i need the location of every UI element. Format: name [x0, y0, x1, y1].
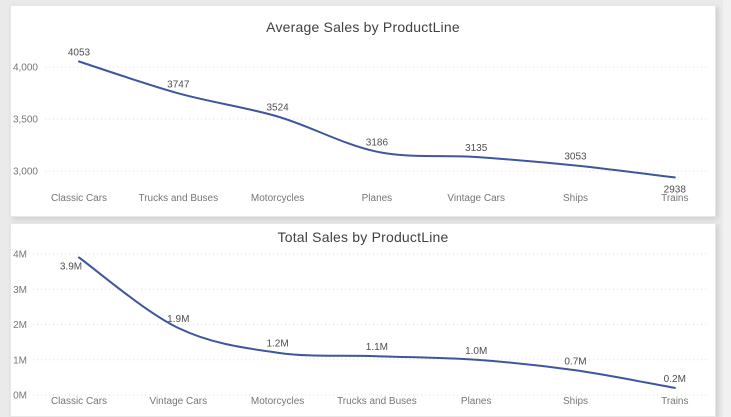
x-axis-category-label: Motorcycles: [251, 193, 304, 204]
data-label: 3747: [167, 79, 190, 90]
x-axis-category-label: Trains: [661, 396, 688, 407]
data-label: 0.2M: [664, 374, 686, 385]
data-label: 4053: [68, 47, 91, 58]
y-axis-tick-label: 4M: [13, 250, 27, 261]
x-axis-category-label: Trains: [661, 193, 688, 204]
right-gutter: [723, 0, 731, 417]
x-axis-category-label: Vintage Cars: [447, 193, 505, 204]
data-label: 1.9M: [167, 314, 189, 325]
y-axis-tick-label: 4,000: [13, 63, 38, 74]
sales-series-line[interactable]: [78, 60, 676, 179]
y-axis-tick-label: 2M: [13, 320, 27, 331]
x-axis-category-label: Planes: [362, 193, 393, 204]
x-axis-category-label: Classic Cars: [51, 193, 107, 204]
data-label: 3524: [266, 103, 289, 114]
chart-title-total-sales: Total Sales by ProductLine: [277, 229, 449, 245]
data-label: 3053: [564, 151, 587, 162]
data-label: 1.1M: [366, 342, 388, 353]
y-axis-tick-label: 3M: [13, 285, 27, 296]
y-axis-tick-label: 1M: [13, 355, 27, 366]
total-sales-line-chart: 0M 1M 2M 3M 4M Classic Cars Vintage Cars Motorc…: [13, 250, 707, 407]
data-label: 3.9M: [60, 262, 82, 273]
x-axis-category-label: Planes: [461, 396, 492, 407]
x-axis-category-label: Ships: [563, 193, 588, 204]
data-label: 3186: [366, 138, 389, 149]
data-label: 1.2M: [266, 339, 288, 350]
x-axis-category-label: Classic Cars: [51, 396, 107, 407]
total-sales-visual-card[interactable]: Total Sales by ProductLine 0M 1M 2M 3M 4M Cla…: [10, 223, 716, 417]
x-axis-category-label: Trucks and Buses: [337, 396, 417, 407]
x-axis-category-label: Ships: [563, 396, 588, 407]
data-label: 1.0M: [465, 346, 487, 357]
average-sales-visual-card[interactable]: Average Sales by ProductLine 3,000 3,500 4…: [10, 5, 716, 217]
y-axis-tick-label: 0M: [13, 391, 27, 402]
data-label: 3135: [465, 143, 488, 154]
x-axis-category-label: Trucks and Buses: [138, 193, 218, 204]
chart-title-average-sales: Average Sales by ProductLine: [266, 19, 460, 35]
sales-series-line[interactable]: [78, 256, 676, 389]
y-axis-tick-label: 3,500: [13, 115, 38, 126]
average-sales-line-chart: 3,000 3,500 4,000 Classic Cars Trucks and Bu…: [13, 47, 707, 204]
data-label: 0.7M: [564, 356, 586, 367]
data-label: 2938: [664, 184, 687, 195]
x-axis-category-label: Motorcycles: [251, 396, 304, 407]
x-axis-category-label: Vintage Cars: [149, 396, 207, 407]
y-axis-tick-label: 3,000: [13, 167, 38, 178]
